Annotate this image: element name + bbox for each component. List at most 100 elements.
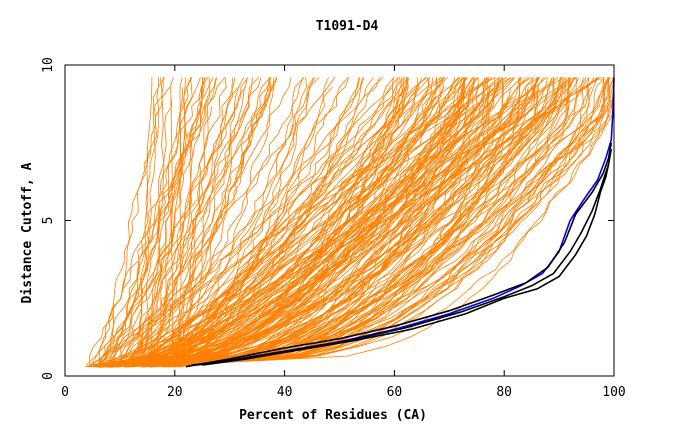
model-curve: [129, 86, 239, 368]
y-axis-label: Distance Cutoff, A: [20, 162, 35, 303]
chart-title: T1091-D4: [316, 19, 379, 34]
model-curve: [96, 87, 490, 368]
y-tick-label: 0: [41, 372, 56, 380]
model-curve: [102, 77, 600, 365]
model-curve: [170, 77, 476, 367]
model-curve: [126, 77, 236, 368]
x-axis-ticks: 0 20 40 60 80 100: [61, 65, 626, 400]
model-curve: [153, 77, 165, 367]
model-curve: [114, 77, 336, 367]
y-tick-label: 10: [41, 57, 56, 73]
model-curve: [94, 77, 562, 366]
model-curve: [170, 77, 605, 365]
model-curve: [92, 86, 491, 368]
model-curve: [99, 77, 403, 367]
model-curve: [128, 77, 186, 366]
model-curve: [88, 77, 615, 368]
model-curve: [110, 77, 532, 367]
model-curve: [133, 77, 160, 366]
series-line: [196, 148, 613, 366]
model-curve: [132, 77, 153, 366]
model-curve: [114, 77, 206, 368]
model-curve: [118, 86, 465, 366]
model-curve: [133, 77, 394, 366]
model-curve: [154, 77, 595, 367]
model-curve: [158, 77, 499, 367]
model-curve: [133, 77, 211, 367]
model-curve: [98, 86, 171, 367]
model-curve: [103, 77, 496, 367]
model-curve: [149, 77, 365, 366]
model-curve: [108, 77, 464, 368]
model-curve: [97, 77, 394, 368]
model-curve: [103, 77, 523, 366]
model-curve: [174, 77, 505, 366]
model-curve: [161, 77, 234, 365]
model-curves: [84, 77, 615, 368]
model-curve: [105, 86, 529, 366]
x-tick-label: 100: [602, 385, 625, 400]
x-tick-label: 0: [61, 385, 69, 400]
x-tick-label: 80: [496, 385, 512, 400]
model-curve: [127, 77, 590, 368]
model-curve: [155, 77, 466, 368]
model-curve: [105, 77, 609, 367]
highlighted-curves: [185, 77, 615, 368]
x-axis-label: Percent of Residues (CA): [239, 408, 427, 423]
model-curve: [175, 77, 448, 365]
series-line: [185, 142, 613, 368]
model-curve: [140, 77, 466, 368]
model-curve: [140, 77, 444, 365]
model-curve: [163, 77, 580, 368]
model-curve: [113, 87, 615, 367]
model-curve: [138, 86, 499, 366]
model-curve: [96, 77, 442, 368]
model-curve: [130, 77, 441, 366]
model-curve: [127, 77, 314, 367]
model-curve: [163, 86, 540, 366]
model-curve: [135, 77, 193, 368]
y-axis-ticks: 0 5 10: [41, 57, 614, 380]
model-curve: [161, 77, 464, 366]
model-curve: [136, 77, 553, 365]
model-curve: [149, 77, 610, 368]
model-curve: [132, 77, 253, 366]
model-curve: [136, 86, 184, 366]
model-curve: [168, 87, 245, 367]
model-curve: [99, 77, 598, 368]
model-curve: [160, 77, 500, 367]
x-tick-label: 40: [277, 385, 293, 400]
model-curve: [124, 77, 270, 366]
model-curve: [158, 77, 576, 366]
model-curve: [177, 77, 575, 368]
model-curve: [123, 77, 271, 368]
model-curve: [108, 77, 214, 366]
model-curve: [88, 77, 380, 367]
model-curve: [86, 77, 262, 366]
model-curve: [98, 77, 217, 366]
model-curve: [130, 77, 174, 365]
model-curve: [156, 77, 541, 367]
x-tick-label: 20: [167, 385, 183, 400]
model-curve: [127, 77, 360, 366]
model-curve: [125, 77, 564, 368]
model-curve: [149, 77, 615, 368]
model-curve: [171, 77, 245, 367]
series-line: [202, 164, 610, 366]
model-curve: [168, 77, 271, 366]
model-curve: [114, 77, 166, 368]
model-curve: [116, 77, 571, 366]
model-curve: [91, 77, 540, 366]
model-curve: [150, 77, 584, 368]
model-curve: [179, 77, 609, 366]
model-curve: [95, 77, 460, 367]
model-curve: [155, 77, 410, 367]
model-curve: [93, 77, 572, 367]
model-curve: [170, 77, 272, 367]
model-curve: [132, 77, 305, 366]
model-curve: [150, 77, 526, 365]
y-tick-label: 5: [41, 217, 56, 225]
model-curve: [86, 77, 488, 366]
model-curve: [98, 77, 248, 365]
